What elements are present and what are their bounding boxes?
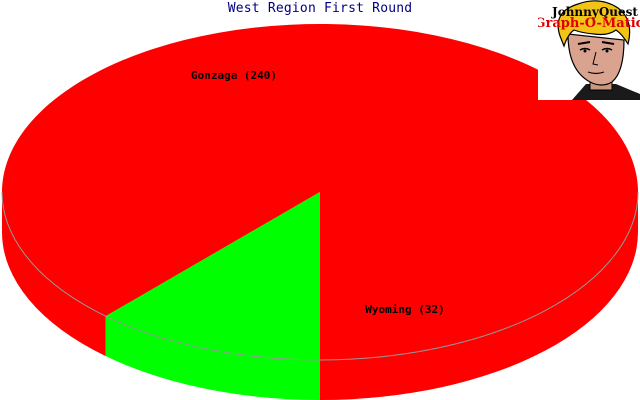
slice-label-1: Wyoming (32) — [365, 303, 444, 316]
pie-top — [1, 23, 639, 361]
slice-label-0: Gonzaga (240) — [191, 69, 277, 82]
graph-o-matic-logo: JohnnyQuest Graph-O-Matic — [534, 0, 640, 100]
pie-side-0-0 — [320, 192, 638, 400]
pie-labels: Gonzaga (240) Wyoming (32) — [191, 69, 445, 316]
chart-title: West Region First Round — [227, 1, 413, 16]
logo-line-2: Graph-O-Matic — [538, 16, 640, 31]
pie-slice-1 — [105, 192, 320, 360]
johnny-quest-face-icon: JohnnyQuest Graph-O-Matic — [534, 0, 640, 100]
logo-line-1: JohnnyQuest — [551, 5, 638, 19]
pie-slice-0 — [1, 23, 638, 360]
pie-rim-edge — [1, 191, 639, 361]
pie-side-0-1 — [1, 192, 106, 357]
